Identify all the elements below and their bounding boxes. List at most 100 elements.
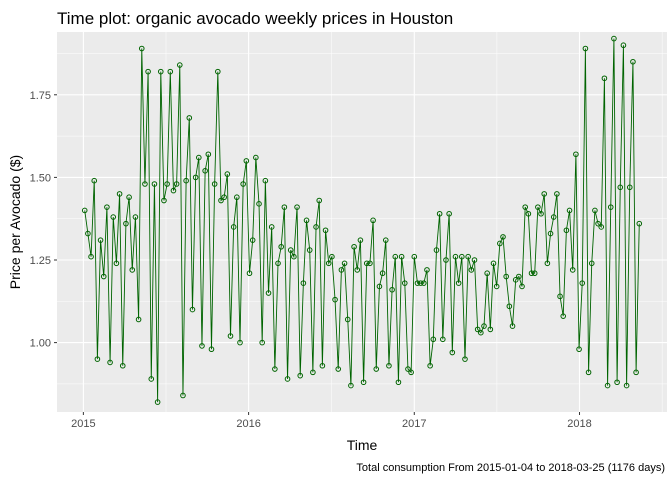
data-point [319, 362, 326, 369]
data-point [275, 260, 281, 267]
data-point [569, 267, 576, 273]
data-point [249, 237, 256, 243]
data-point [392, 253, 399, 260]
data-point [541, 191, 548, 197]
data-point [88, 253, 94, 260]
data-point [433, 247, 440, 253]
data-point [516, 273, 522, 280]
data-point [322, 227, 329, 234]
data-point [459, 253, 465, 260]
data-point [389, 286, 395, 293]
data-point [215, 68, 221, 75]
data-point [446, 210, 452, 217]
data-point [440, 336, 446, 343]
data-point [196, 154, 202, 161]
data-point [297, 372, 304, 379]
data-point [557, 293, 563, 300]
data-point [189, 306, 196, 313]
data-point [535, 204, 541, 210]
data-point [316, 197, 323, 204]
data-point [107, 359, 113, 366]
data-point [113, 260, 120, 267]
data-point [449, 349, 456, 356]
data-point [474, 326, 481, 333]
data-point [205, 151, 212, 158]
data-point [420, 280, 427, 286]
data-point [554, 191, 560, 197]
data-point [303, 217, 310, 224]
data-point [525, 210, 532, 217]
data-point [306, 247, 313, 253]
data-point [253, 154, 259, 161]
data-point [151, 181, 158, 187]
data-point [550, 214, 557, 220]
y-tick-label: 1.25 [30, 255, 51, 267]
data-point [443, 257, 449, 263]
data-point [281, 204, 288, 210]
data-point [97, 237, 104, 243]
data-point [135, 316, 142, 323]
data-point [563, 227, 570, 234]
data-point [512, 277, 519, 283]
plot-panel [57, 32, 667, 412]
data-point [341, 260, 348, 267]
data-point [294, 204, 300, 210]
data-point [503, 273, 509, 280]
data-point [230, 224, 237, 230]
data-point [211, 181, 218, 187]
data-point [357, 237, 364, 243]
data-point [145, 68, 151, 75]
y-axis: 1.00 1.25 1.50 1.75 [30, 90, 57, 350]
data-point [611, 35, 617, 42]
data-point [579, 280, 586, 286]
data-point [471, 257, 478, 263]
data-point [351, 243, 357, 250]
data-point [183, 177, 189, 184]
data-point [148, 376, 155, 382]
data-point [411, 253, 418, 260]
data-point [395, 379, 402, 386]
data-point [487, 326, 494, 333]
data-point [335, 366, 342, 372]
data-point [462, 356, 468, 362]
data-point [167, 68, 174, 75]
data-point [164, 181, 170, 187]
data-point [604, 382, 611, 389]
data-point [522, 204, 528, 210]
data-point [630, 58, 636, 65]
data-point [300, 280, 307, 286]
data-point [424, 267, 430, 273]
data-point [490, 260, 497, 267]
data-point [465, 253, 471, 260]
data-point [528, 270, 535, 277]
data-point [173, 181, 180, 187]
data-point [227, 333, 234, 339]
data-point [100, 273, 107, 280]
data-point [386, 362, 392, 369]
data-point [221, 194, 227, 201]
data-point [268, 224, 275, 230]
y-tick-label: 1.00 [30, 338, 51, 350]
data-point [408, 369, 414, 376]
data-point [272, 366, 278, 372]
data-point [547, 230, 554, 237]
data-point [506, 303, 513, 310]
data-point [234, 194, 240, 201]
data-point [85, 230, 91, 237]
data-point [354, 267, 361, 273]
data-point [417, 280, 424, 286]
data-point [582, 45, 589, 52]
data-point [325, 260, 332, 267]
data-point [199, 343, 205, 349]
x-tick-label: 2016 [236, 418, 260, 430]
data-point [626, 184, 633, 191]
data-point [332, 296, 338, 303]
x-tick-label: 2017 [402, 418, 426, 430]
data-point [500, 234, 506, 240]
data-point [633, 369, 639, 376]
data-point [91, 177, 98, 184]
data-point [427, 362, 433, 369]
data-point [287, 247, 294, 253]
data-point [259, 339, 265, 346]
